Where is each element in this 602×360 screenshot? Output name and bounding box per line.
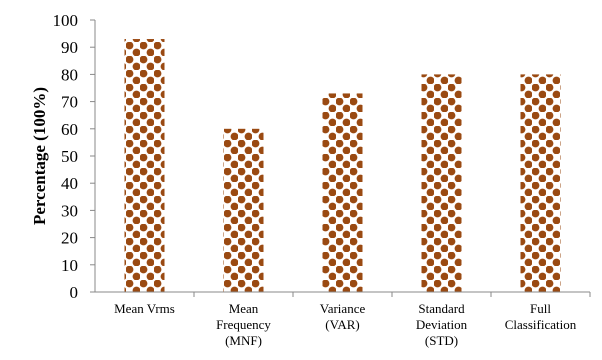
y-axis-label: Percentage (100%)	[30, 87, 49, 225]
y-tick-label: 80	[61, 65, 78, 84]
y-tick-label: 50	[61, 147, 78, 166]
y-tick-label: 10	[61, 256, 78, 275]
bar	[322, 93, 363, 292]
y-tick-label: 40	[61, 174, 78, 193]
bar	[124, 39, 165, 292]
y-tick-label: 0	[70, 283, 79, 302]
x-tick-label: Standard Deviation (STD)	[416, 301, 468, 348]
x-tick-label: Variance (VAR)	[320, 301, 366, 332]
y-tick-label: 70	[61, 93, 78, 112]
y-axis: 0 10 20 30 40 50 60 70 80 90 100	[53, 11, 96, 302]
x-tick-label: Full Classification	[505, 301, 577, 332]
x-tick-label: Mean Vrms	[114, 301, 175, 316]
y-tick-label: 30	[61, 201, 78, 220]
x-axis: Mean Vrms Mean Frequency (MNF) Variance (VAR)…	[95, 291, 591, 348]
bar	[520, 74, 561, 293]
bar	[421, 74, 462, 293]
y-tick-label: 100	[53, 11, 79, 30]
x-tick-label: Mean Frequency (MNF)	[216, 301, 271, 348]
y-tick-label: 20	[61, 229, 78, 248]
bar	[223, 128, 264, 292]
bars	[124, 39, 561, 293]
y-tick-label: 60	[61, 120, 78, 139]
y-tick-label: 90	[61, 38, 78, 57]
